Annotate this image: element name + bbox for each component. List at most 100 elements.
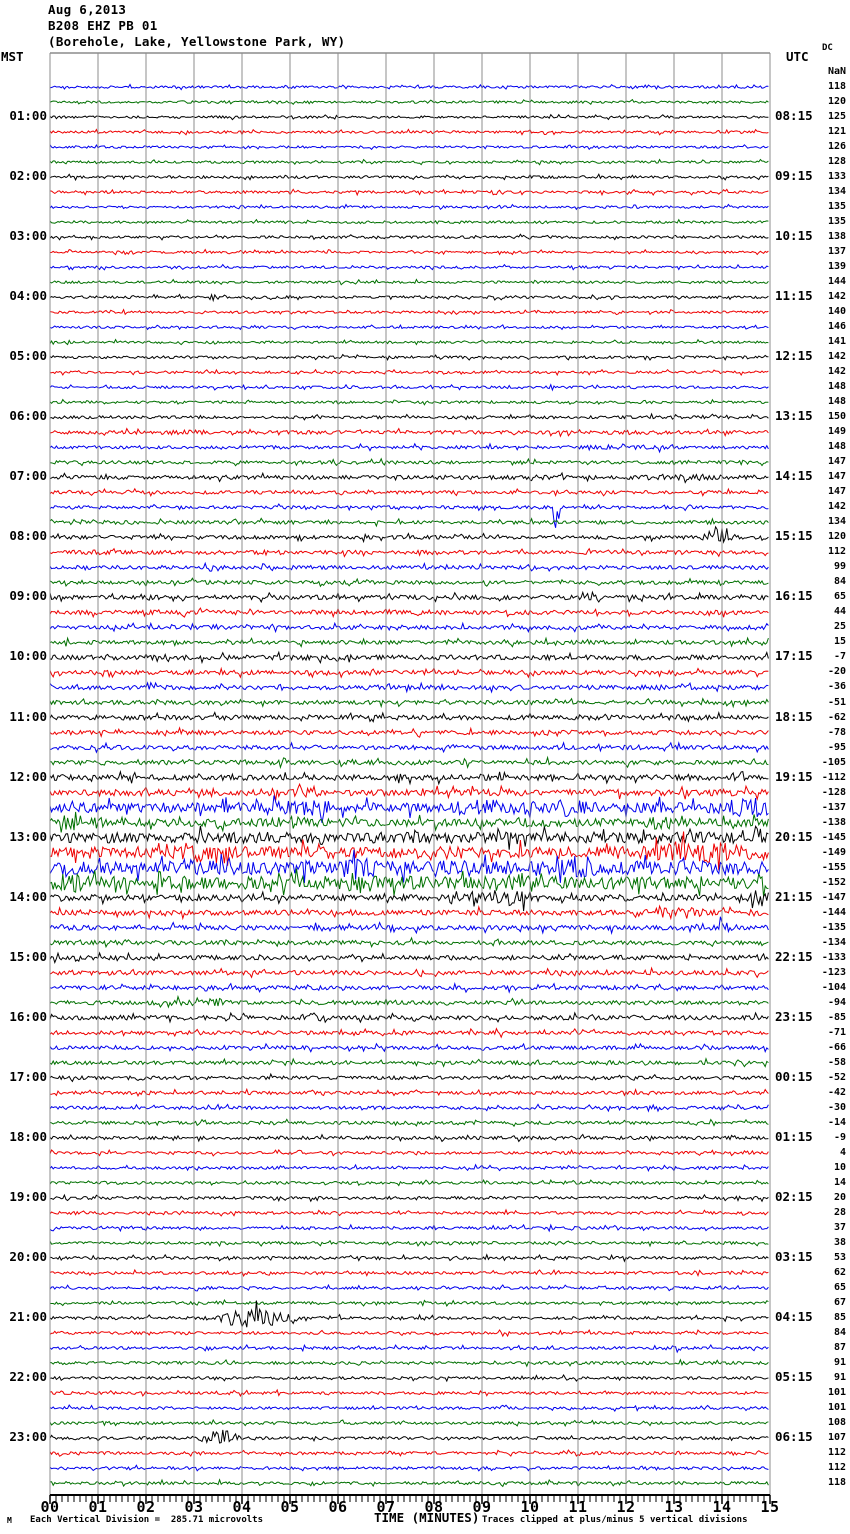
- trace-row: [49, 1253, 769, 1263]
- trace-row: [49, 525, 769, 544]
- dc-value: 91: [833, 1372, 846, 1384]
- left-hour-label: 18:00: [9, 1128, 47, 1144]
- dc-value: -30: [827, 1101, 846, 1113]
- dc-value: -85: [827, 1011, 846, 1023]
- trace-row: [49, 248, 769, 256]
- trace-row: [49, 782, 769, 801]
- trace-row: [49, 825, 769, 850]
- dc-value: 135: [827, 201, 846, 213]
- left-hour-label: 04:00: [9, 288, 47, 304]
- dc-value: 144: [827, 276, 846, 288]
- dc-value: 142: [827, 291, 846, 303]
- left-hour-label: 22:00: [9, 1369, 47, 1385]
- dc-value: 121: [827, 126, 846, 138]
- right-utc-label: 16:15: [775, 588, 813, 604]
- trace-row: [49, 904, 769, 921]
- right-utc-label: 04:15: [775, 1308, 813, 1324]
- dc-value: -36: [827, 681, 846, 693]
- dc-value: 148: [827, 441, 846, 453]
- trace-row: [49, 158, 769, 166]
- trace-row: [49, 1223, 769, 1233]
- x-tick-label: 10: [520, 1498, 540, 1516]
- trace-row: [49, 1239, 769, 1248]
- dc-value: 107: [827, 1432, 846, 1444]
- dc-value: NaN: [827, 66, 846, 77]
- right-utc-label: 11:15: [775, 288, 813, 304]
- dc-value: 44: [833, 606, 846, 618]
- x-tick-label: 13: [664, 1498, 684, 1516]
- dc-value: 133: [827, 171, 846, 183]
- trace-row: [49, 650, 769, 665]
- dc-value: -147: [821, 891, 846, 903]
- trace-row: [49, 916, 769, 935]
- dc-value: 140: [827, 306, 846, 318]
- trace-row: [49, 517, 769, 528]
- dc-value: 101: [827, 1402, 846, 1414]
- dc-value: 108: [827, 1417, 846, 1429]
- dc-value: 126: [827, 141, 846, 153]
- left-hour-label: 09:00: [9, 588, 47, 604]
- trace-row: [49, 1478, 769, 1488]
- dc-value: 99: [833, 561, 846, 573]
- trace-row: [49, 292, 769, 303]
- x-tick-label: 06: [328, 1498, 348, 1516]
- dc-value: 137: [827, 246, 846, 258]
- trace-row: [49, 741, 769, 754]
- dc-value: 67: [833, 1296, 846, 1308]
- trace-row: [49, 849, 769, 884]
- dc-value: -149: [821, 846, 846, 858]
- dc-value: -95: [827, 741, 846, 753]
- x-tick-label: 02: [136, 1498, 156, 1516]
- dc-value: 142: [827, 366, 846, 378]
- trace-row: [49, 471, 769, 484]
- dc-value: 134: [827, 516, 846, 528]
- trace-row: [49, 263, 769, 271]
- dc-value: -42: [827, 1086, 846, 1098]
- dc-value: -112: [821, 771, 846, 783]
- trace-row: [49, 1374, 769, 1383]
- dc-value: -123: [821, 966, 846, 978]
- trace-row: [49, 755, 769, 770]
- trace-row: [49, 621, 769, 634]
- trace-row: [49, 1208, 769, 1217]
- dc-value: 139: [827, 261, 846, 273]
- dc-value: 37: [833, 1221, 846, 1233]
- dc-value: -138: [821, 816, 846, 828]
- dc-value: 84: [833, 576, 846, 588]
- trace-row: [49, 503, 769, 528]
- dc-value: 15: [833, 636, 846, 648]
- trace-row: [49, 577, 769, 588]
- dc-value: 142: [827, 501, 846, 513]
- clip-note: Traces clipped at plus/minus 5 vertical …: [482, 1515, 748, 1525]
- trace-row: [49, 1300, 769, 1329]
- dc-value: 120: [827, 96, 846, 108]
- dc-value: 147: [827, 471, 846, 483]
- dc-value: 149: [827, 426, 846, 438]
- trace-row: [49, 233, 769, 241]
- left-hour-label: 20:00: [9, 1248, 47, 1264]
- x-tick-label: 00: [40, 1498, 60, 1516]
- trace-row: [49, 1268, 769, 1278]
- dc-value: 150: [827, 411, 846, 423]
- right-utc-label: 19:15: [775, 768, 813, 784]
- trace-row: [49, 1343, 769, 1354]
- trace-row: [49, 1464, 769, 1473]
- trace-row: [49, 1418, 769, 1428]
- right-utc-label: 00:15: [775, 1068, 813, 1084]
- left-hour-label: 11:00: [9, 708, 47, 724]
- trace-row: [49, 1133, 769, 1143]
- trace-row: [49, 83, 769, 91]
- dc-value: -137: [821, 801, 846, 813]
- trace-row: [49, 681, 769, 694]
- dc-value: 112: [827, 1447, 846, 1459]
- right-utc-label: 21:15: [775, 888, 813, 904]
- dc-value: 134: [827, 186, 846, 198]
- trace-row: [49, 936, 769, 949]
- trace-row: [49, 1057, 769, 1068]
- trace-row: [49, 726, 769, 738]
- dc-value: -94: [827, 996, 846, 1008]
- trace-row: [49, 188, 769, 197]
- dc-value: 142: [827, 351, 846, 363]
- right-utc-label: 02:15: [775, 1188, 813, 1204]
